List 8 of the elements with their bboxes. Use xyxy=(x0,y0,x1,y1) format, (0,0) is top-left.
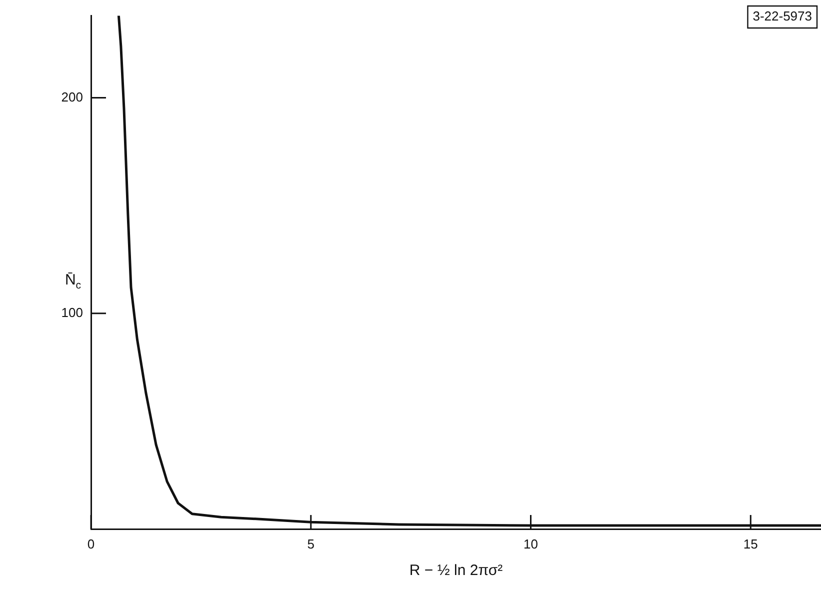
x-axis-title: R − ½ ln 2πσ² xyxy=(409,562,503,580)
annotation: 3-22-5973 xyxy=(752,8,812,24)
x-tick-label: 15 xyxy=(743,536,758,552)
x-tick-label: 5 xyxy=(307,536,314,552)
y-tick-label: 100 xyxy=(61,304,83,320)
x-tick-label: 10 xyxy=(524,536,538,552)
x-tick-label: 0 xyxy=(87,536,95,552)
y-tick-label: 200 xyxy=(61,89,83,104)
